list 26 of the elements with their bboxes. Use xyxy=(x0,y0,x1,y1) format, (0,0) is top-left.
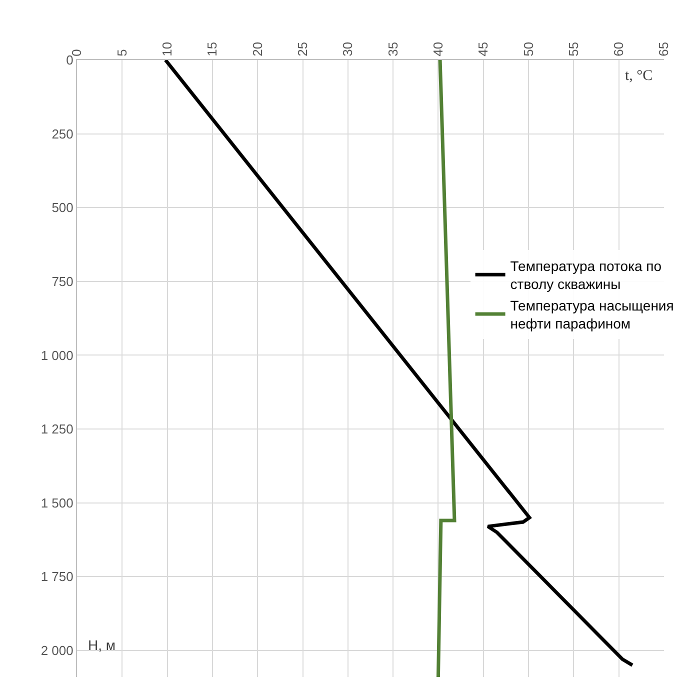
x-tick-label: 10 xyxy=(160,42,175,56)
x-tick-label: 65 xyxy=(656,42,672,56)
x-tick-label: 5 xyxy=(114,49,130,56)
legend-label: Температура насыщения нефти парафином xyxy=(510,297,674,332)
y-tick-label: 1 500 xyxy=(40,495,74,510)
y-tick-label: 1 750 xyxy=(40,569,74,584)
x-tick-label: 45 xyxy=(476,42,491,56)
y-tick-label: 250 xyxy=(52,126,74,142)
x-tick-label: 30 xyxy=(340,42,356,56)
x-tick-label: 50 xyxy=(520,42,536,56)
x-tick-label: 60 xyxy=(611,42,626,56)
y-tick-label: 1 250 xyxy=(40,422,74,437)
legend-label: Температура потока по стволу скважины xyxy=(510,258,662,292)
y-tick-label: 750 xyxy=(52,274,74,289)
x-tick-label: 20 xyxy=(250,42,265,56)
x-tick-label: 40 xyxy=(430,42,446,56)
x-tick-label: 15 xyxy=(204,42,220,56)
x-tick-label: 25 xyxy=(294,42,310,56)
y-tick-label: 2 000 xyxy=(40,642,74,658)
y-tick-label: 500 xyxy=(52,200,74,216)
x-axis-title: t, °C xyxy=(625,68,653,84)
y-tick-label: 1 000 xyxy=(40,348,74,363)
x-tick-label: 35 xyxy=(385,42,400,56)
x-tick-label: 55 xyxy=(566,42,581,56)
x-tick-label: 0 xyxy=(69,49,84,56)
y-axis-title: H, м xyxy=(88,637,116,653)
